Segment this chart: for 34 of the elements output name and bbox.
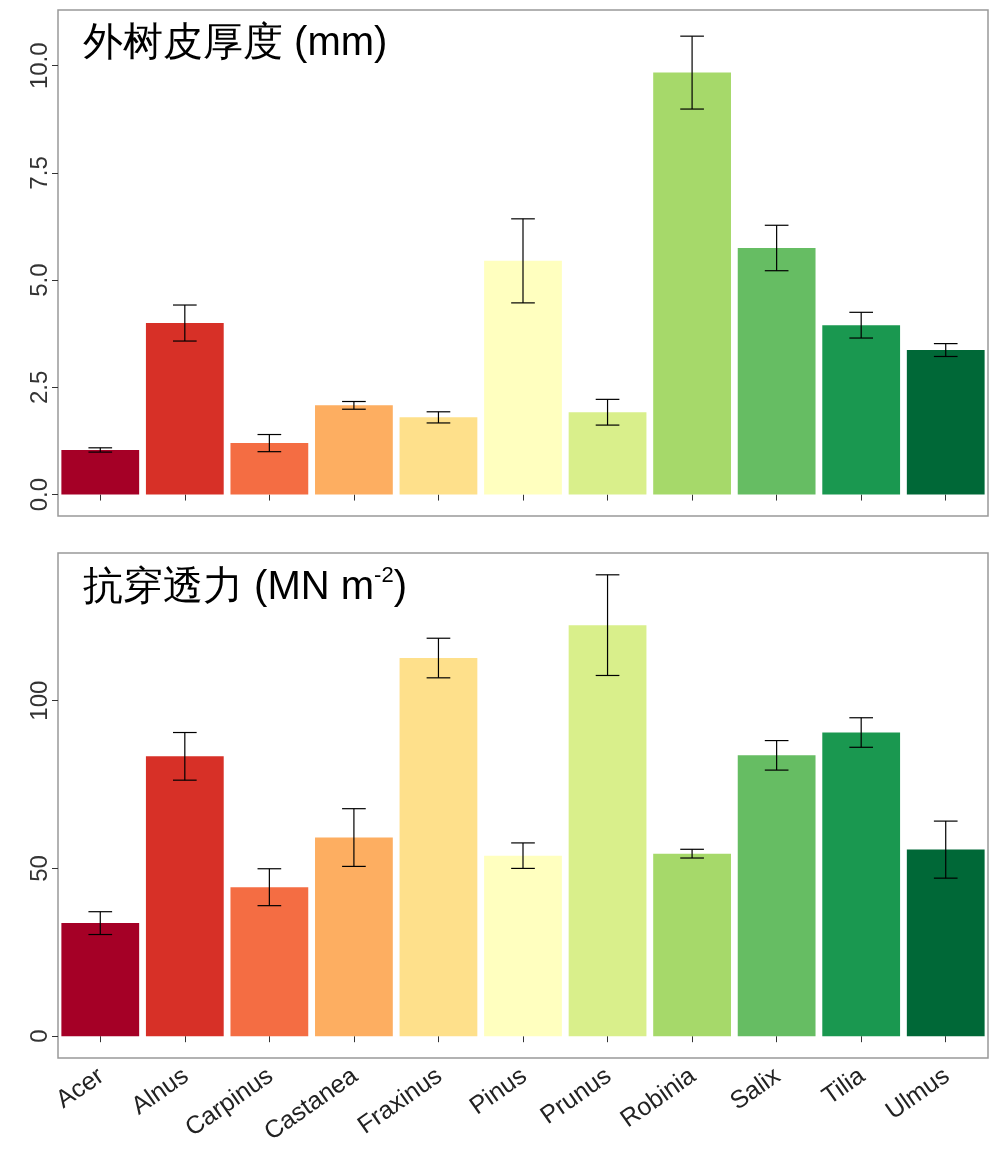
bar [61,449,140,495]
bar [568,625,647,1037]
y-tick-label: 2.5 [24,370,52,405]
y-tick-label: 50 [24,855,52,882]
x-tick-label: Tilia [816,1060,870,1110]
bar [399,658,478,1037]
x-tick-label: Salix [724,1060,786,1115]
bar [568,412,647,495]
y-tick-label: 100 [24,680,52,721]
bar [822,732,901,1037]
bar [484,260,562,495]
bar [653,72,731,495]
bar [653,853,731,1037]
y-tick-label: 7.5 [24,156,52,190]
bar [315,405,393,495]
bar [230,887,309,1037]
bar [230,443,309,495]
bar [822,325,901,495]
x-tick-label: Acer [50,1060,109,1113]
bar [145,756,224,1037]
bar [145,323,224,495]
bar [61,923,140,1037]
y-tick-label: 5.0 [24,263,52,297]
bar [737,247,816,495]
chart-title: 外树皮厚度 (mm) [83,19,388,63]
bar [399,417,478,495]
bar [315,837,393,1037]
bar [906,350,985,495]
bar [737,755,816,1037]
bar [906,849,985,1037]
y-tick-label: 0.0 [24,477,52,512]
bar [484,855,562,1037]
y-tick-label: 10.0 [24,42,52,90]
y-tick-label: 0 [24,1029,52,1043]
